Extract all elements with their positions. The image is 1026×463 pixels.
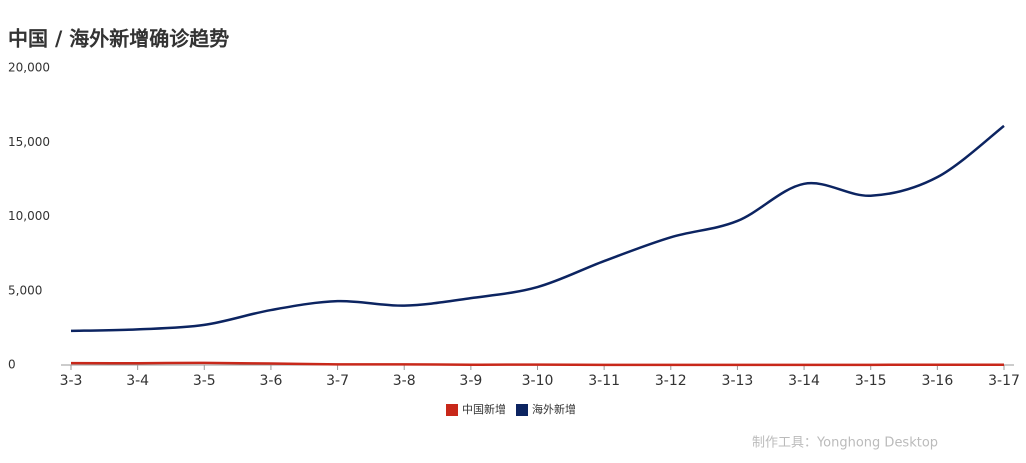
y-tick-label: 15,000: [8, 135, 50, 149]
watermark: 制作工具：Yonghong Desktop: [752, 436, 938, 451]
chart-title: 中国 / 海外新增确诊趋势: [8, 27, 229, 51]
x-tick-label: 3-15: [855, 373, 887, 389]
x-tick-label: 3-16: [921, 373, 953, 389]
x-tick-label: 3-14: [788, 373, 820, 389]
legend-label: 中国新增: [462, 402, 506, 416]
legend-swatch: [516, 404, 528, 416]
y-tick-label: 20,000: [8, 61, 50, 75]
legend-swatch: [446, 404, 458, 416]
x-tick-label: 3-17: [988, 373, 1020, 389]
x-tick-label: 3-3: [60, 373, 83, 389]
y-tick-label: 0: [8, 358, 16, 372]
x-tick-label: 3-9: [459, 373, 482, 389]
line: [70, 124, 1005, 333]
y-tick-label: 5,000: [8, 283, 42, 297]
x-tick-label: 3-13: [722, 373, 754, 389]
y-tick-label: 10,000: [8, 209, 50, 223]
x-tick-label: 3-10: [522, 373, 554, 389]
x-tick-label: 3-12: [655, 373, 687, 389]
x-tick-label: 3-11: [588, 373, 620, 389]
x-tick-label: 3-6: [259, 373, 282, 389]
x-tick-label: 3-7: [326, 373, 349, 389]
legend-label: 海外新增: [532, 402, 576, 416]
x-tick-label: 3-5: [193, 373, 216, 389]
line: [70, 361, 1005, 367]
x-tick-label: 3-4: [126, 373, 149, 389]
x-tick-label: 3-8: [393, 373, 416, 389]
